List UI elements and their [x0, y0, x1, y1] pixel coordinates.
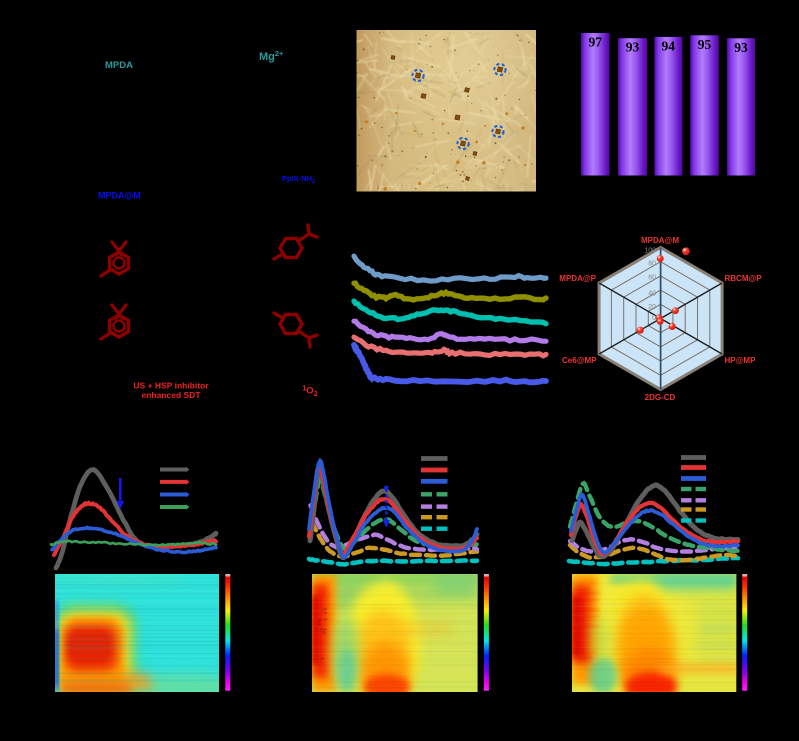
- svg-text:HP@MP: HP@MP: [725, 356, 757, 365]
- svg-text:MPDA@M: MPDA@M: [98, 191, 141, 201]
- svg-text:60: 60: [648, 275, 656, 282]
- svg-text:MPDA@P: MPDA@P: [559, 274, 596, 283]
- svg-text:RBCM@P: RBCM@P: [725, 274, 763, 283]
- svg-text:enhanced SDT: enhanced SDT: [141, 390, 201, 400]
- svg-text:100: 100: [644, 248, 656, 255]
- svg-text:MPDA: MPDA: [105, 60, 133, 71]
- svg-text:95: 95: [698, 37, 712, 52]
- svg-text:93: 93: [734, 40, 748, 55]
- svg-text:20: 20: [648, 304, 656, 311]
- svg-text:2DG-CD: 2DG-CD: [645, 393, 676, 402]
- svg-text:MPDA@M: MPDA@M: [641, 236, 679, 245]
- svg-text:US + HSP inhibitor: US + HSP inhibitor: [133, 381, 209, 391]
- svg-text:0: 0: [652, 315, 656, 322]
- svg-text:94: 94: [662, 38, 676, 53]
- svg-text:Ce6@MP: Ce6@MP: [562, 356, 597, 365]
- svg-text:93: 93: [626, 40, 640, 55]
- svg-text:40: 40: [648, 291, 656, 298]
- svg-text:80: 80: [648, 261, 656, 268]
- svg-text:97: 97: [588, 35, 602, 50]
